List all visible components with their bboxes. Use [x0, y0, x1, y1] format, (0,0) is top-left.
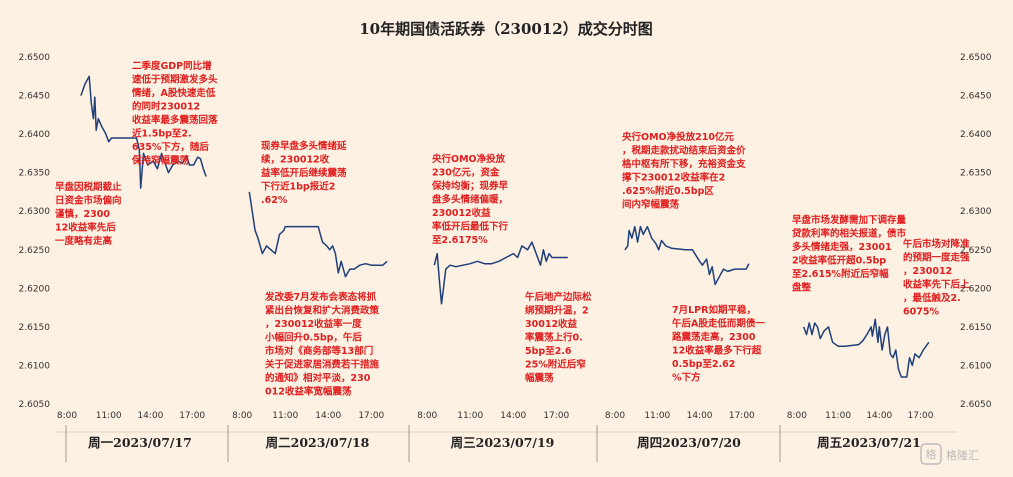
y-tick-right: 2.6450 [960, 92, 992, 102]
y-tick-left: 2.6050 [19, 400, 51, 410]
annotation-note: 早盘因税期截止日资金市场偏向谨慎，2300 12收益率先后一度略有走高 [55, 181, 122, 247]
y-tick-left: 2.6350 [19, 169, 51, 179]
x-tick-label: 8:00 [57, 411, 77, 421]
y-tick-right: 2.6150 [960, 323, 992, 333]
y-tick-right: 2.6100 [960, 361, 992, 371]
x-tick-label: 17:00 [729, 411, 755, 421]
x-tick-label: 11:00 [457, 411, 483, 421]
y-tick-right: 2.6400 [960, 130, 992, 140]
y-tick-left: 2.6300 [19, 207, 51, 217]
annotation-note: 二季度GDP同比增速低于预期激发多头情绪，A股快速走低的同时230012 收益率最… [131, 60, 218, 167]
y-tick-right: 2.6500 [960, 53, 992, 63]
y-tick-left: 2.6150 [19, 323, 51, 333]
panel-2: 8:00 11:00 14:00 17:00 现券早盘多头情绪延续，230012收益率低… [232, 140, 388, 421]
y-tick-left: 2.6100 [19, 361, 51, 371]
annotation-note: 央行OMO净投放210亿元，税期走款扰动结束后资金价格中枢有所下移，充裕资金支撑… [622, 131, 746, 211]
x-tick-label: 14:00 [866, 411, 892, 421]
y-tick-left: 2.6500 [19, 53, 51, 63]
y-tick-right: 2.6300 [960, 207, 992, 217]
x-tick-label: 8:00 [232, 411, 252, 421]
annotation-note: 午后市场对降准的预期一度走强，230012 收益率先下后上，最低触及2. 6075% [903, 238, 970, 318]
panel-date-label: 周三2023/07/19 [451, 435, 555, 450]
panel-date-label: 周一2023/07/17 [88, 435, 192, 450]
x-tick-label: 8:00 [605, 411, 625, 421]
panel-date-label: 周五2023/07/21 [817, 435, 921, 450]
watermark: 格 格隆汇 [920, 443, 979, 465]
x-tick-label: 14:00 [137, 411, 163, 421]
panel-label-bar: 周一2023/07/17 周二2023/07/18 周三2023/07/19 周四20… [55, 425, 958, 462]
panel-date-label: 周四2023/07/20 [637, 435, 741, 450]
panel-3: 8:00 11:00 14:00 17:00 央行OMO净投放 230亿元，资金保持均衡；… [417, 153, 592, 421]
x-tick-label: 17:00 [358, 411, 384, 421]
annotation-note: 发改委7月发布会表态将抓紧出台恢复和扩大消费政策，230012收益率一度小幅回升… [264, 291, 380, 398]
x-tick-label: 11:00 [96, 411, 122, 421]
y-tick-right: 2.6350 [960, 169, 992, 179]
annotation-note: 7月LPR如期平稳，午后A股走低而期债一路震荡走高，2300 12收益率最多下行超… [672, 304, 765, 384]
series-line [624, 225, 750, 286]
x-tick-label: 17:00 [179, 411, 205, 421]
series-line [248, 191, 388, 278]
panel-5: 8:00 11:00 14:00 17:00 早盘市场发酵需加下调存量贷款利率的相关报道… [787, 214, 970, 421]
x-tick-label: 17:00 [908, 411, 934, 421]
y-tick-left: 2.6200 [19, 284, 51, 294]
annotation-note: 央行OMO净投放 230亿元，资金保持均衡；现券早盘多头情绪偏暖， 230012收益… [431, 153, 509, 246]
y-tick-left: 2.6400 [19, 130, 51, 140]
x-tick-label: 14:00 [500, 411, 526, 421]
watermark-logo-icon [920, 443, 942, 465]
x-tick-label: 11:00 [644, 411, 670, 421]
y-tick-right: 2.6250 [960, 246, 992, 256]
x-tick-label: 8:00 [417, 411, 437, 421]
x-tick-label: 11:00 [272, 411, 298, 421]
series-line [433, 241, 568, 305]
y-tick-right: 2.6200 [960, 284, 992, 294]
panel-4: 8:00 11:00 14:00 17:00 央行OMO净投放210亿元，税期走款扰动结… [605, 131, 765, 421]
x-tick-label: 8:00 [787, 411, 807, 421]
series-line [80, 75, 207, 189]
panels-group: 8:00 11:00 14:00 17:00 早盘因税期截止日资金市场偏向谨慎，2300… [55, 60, 970, 421]
panel-date-label: 周二2023/07/18 [266, 435, 370, 450]
x-tick-label: 11:00 [825, 411, 851, 421]
panel-1: 8:00 11:00 14:00 17:00 早盘因税期截止日资金市场偏向谨慎，2300… [55, 60, 218, 421]
series-line [802, 318, 930, 378]
annotation-note: 午后地产边际松绑预期升温，2 30012收益率震荡上行0. 5bp至2.6 25%附近… [525, 291, 592, 384]
chart-title: 10年期国债活跃券（230012）成交分时图 [359, 20, 653, 38]
y-tick-left: 2.6250 [19, 246, 51, 256]
y-tick-left: 2.6450 [19, 92, 51, 102]
x-tick-label: 14:00 [687, 411, 713, 421]
watermark-text: 格隆汇 [946, 448, 979, 462]
annotation-note: 现券早盘多头情绪延续，230012收益率低开后继续震荡下行近1bp报近2.62% [261, 140, 347, 206]
watermark-logo-glyph: 格 [926, 447, 937, 461]
x-tick-label: 14:00 [315, 411, 341, 421]
x-tick-label: 17:00 [543, 411, 569, 421]
annotation-note: 早盘市场发酵需加下调存量贷款利率的相关报道，债市多头情绪走强，23001 2收益率… [792, 214, 907, 294]
y-tick-right: 2.6050 [960, 400, 992, 410]
